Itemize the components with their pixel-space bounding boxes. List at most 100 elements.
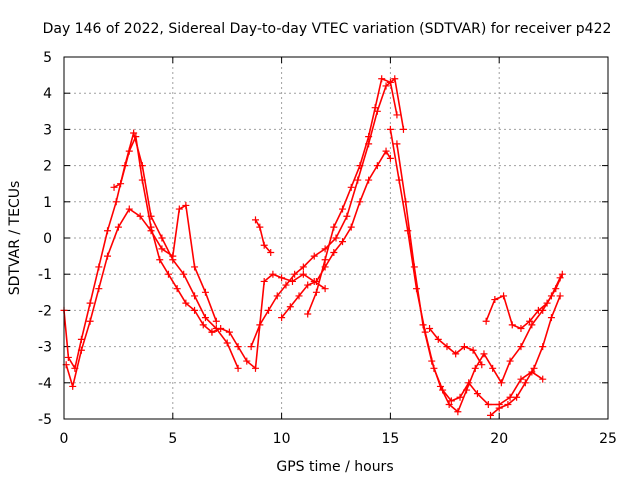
data-point [156,256,164,264]
y-tick-label: 4 [43,86,52,102]
series-track-m [486,292,564,419]
data-point [199,321,207,329]
data-point [347,223,355,231]
series-track-i [386,125,547,409]
data-point [556,292,564,300]
data-point [175,205,183,213]
series-track-j [393,140,564,416]
data-point [506,393,514,401]
data-point [304,310,312,318]
data-point [393,140,401,148]
data-point [136,212,144,220]
data-point [208,328,216,336]
x-tick-label: 0 [60,431,69,447]
series-track-k [426,325,486,369]
y-tick-label: -4 [38,376,52,392]
data-point [77,335,85,343]
chart-title: Day 146 of 2022, Sidereal Day-to-day VTE… [43,21,612,37]
data-point [391,75,399,83]
data-point [463,386,471,394]
series-track-f [247,75,407,351]
data-point [495,404,503,412]
data-point [491,296,499,304]
series-line [485,273,564,330]
data-point [330,223,338,231]
data-point [267,248,275,256]
data-point [95,285,103,293]
data-point [234,343,242,351]
data-point [147,223,155,231]
x-tick-label: 20 [490,431,508,447]
axis-ticks: 0 5 10 15 20 25 -5 -4 -3 -2 -1 0 1 2 3 4 5 [38,50,617,447]
x-tick-label: 5 [168,431,177,447]
data-point [395,176,403,184]
data-point [445,401,453,409]
data-point [64,353,72,361]
series-line [250,77,405,347]
data-point [552,285,560,293]
data-point [173,285,181,293]
data-point [539,343,547,351]
data-point [304,281,312,289]
data-point [225,328,233,336]
data-point [454,408,462,416]
data-point [354,176,362,184]
data-point [547,314,555,322]
data-point [386,154,394,162]
data-point [180,270,188,278]
data-point [339,205,347,213]
series-track-g [278,147,394,322]
data-point [486,411,494,419]
data-point [182,201,190,209]
data-point [234,364,242,372]
data-point [382,82,390,90]
data-point [310,252,318,260]
series-line [254,219,272,254]
data-point [452,350,460,358]
data-point [517,375,525,383]
data-point [506,357,514,365]
data-point [402,198,410,206]
series-track-e [251,216,275,256]
data-point [114,223,122,231]
data-point [260,241,268,249]
data-point [373,162,381,170]
data-point [447,397,455,405]
data-point [543,299,551,307]
data-point [513,393,521,401]
data-point [251,216,259,224]
y-tick-label: -5 [38,412,52,428]
data-point [312,288,320,296]
data-point [436,382,444,390]
data-point [504,401,512,409]
data-point [104,227,112,235]
data-point [212,317,220,325]
data-point [371,104,379,112]
data-point [500,292,508,300]
data-point [295,292,303,300]
data-point [169,252,177,260]
data-point [291,270,299,278]
data-point [517,325,525,332]
data-point [191,306,199,314]
x-tick-label: 10 [273,431,291,447]
series-track-b [62,201,220,390]
series-line [489,295,561,417]
data-point [456,393,464,401]
data-point [386,78,394,86]
data-point [132,133,140,141]
data-point [365,133,373,141]
data-point [508,321,516,329]
data-point [110,183,118,191]
data-point [256,321,264,329]
x-axis-label: GPS time / hours [276,459,393,475]
data-point [426,325,434,332]
data-point [247,343,255,351]
data-point [365,176,373,184]
data-point [521,379,529,387]
series-line [396,143,561,414]
plot-frame [63,56,609,420]
data-point [517,343,525,351]
data-point [223,339,231,347]
data-point [117,180,125,188]
